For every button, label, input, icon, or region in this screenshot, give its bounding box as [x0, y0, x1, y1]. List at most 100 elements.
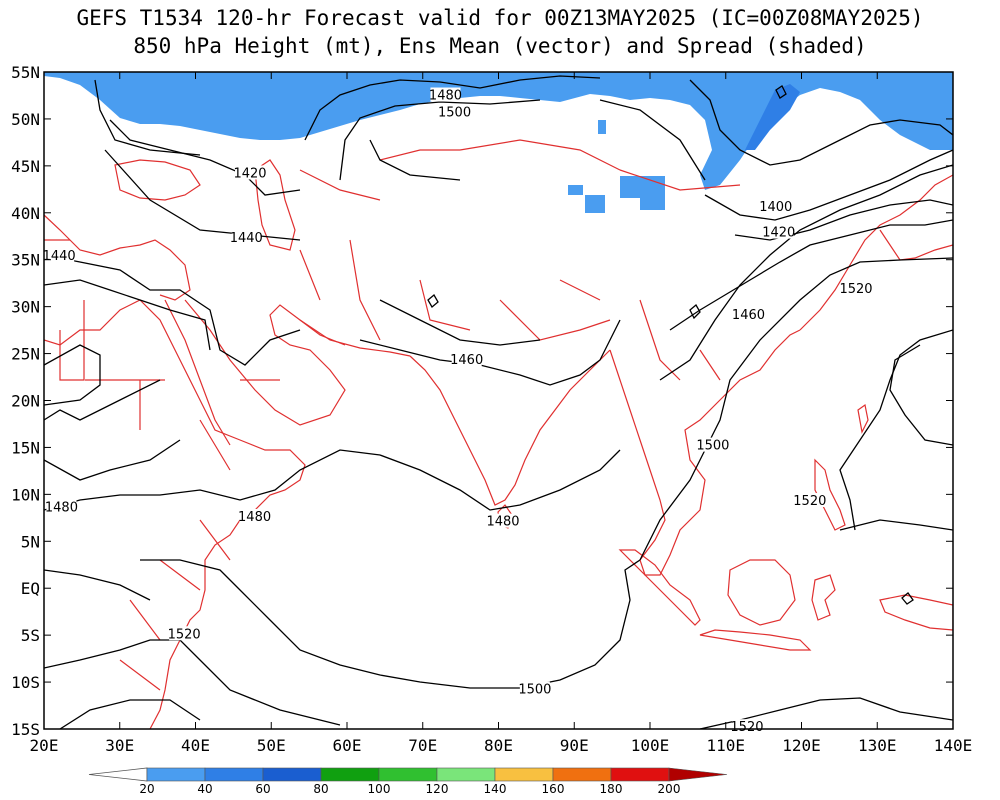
title-block: GEFS T1534 120-hr Forecast valid for 00Z… — [0, 4, 1000, 60]
sulawesi — [811, 574, 836, 621]
contour-label: 1520 — [793, 494, 826, 509]
contour-label: 1520 — [730, 720, 763, 735]
contour-label-layer: 1480150014201440144014001420152014601460… — [43, 87, 873, 735]
spread-patch — [640, 198, 665, 210]
lon-tick-label: 40E — [181, 736, 210, 755]
contour-1500-south — [140, 559, 641, 689]
lon-tick-label: 30E — [105, 736, 134, 755]
contour-label: 1440 — [230, 231, 263, 246]
lat-tick-label: 35N — [11, 251, 40, 270]
contour-north-inner — [369, 139, 461, 181]
contour-north-east — [689, 79, 953, 166]
lat-tick-label: 55N — [11, 63, 40, 82]
contour-1480-west — [44, 439, 181, 481]
contour-south-west — [44, 569, 151, 601]
contour-north-west — [94, 79, 201, 156]
contour-label-bg — [430, 87, 461, 102]
lon-tick-label: 90E — [560, 736, 589, 755]
lon-tick-label: 70E — [408, 736, 437, 755]
colorbar-label: 60 — [255, 782, 270, 796]
colorbar-label: 160 — [542, 782, 565, 796]
contour-label-bg — [760, 199, 791, 214]
border-lines — [44, 139, 741, 691]
latitude-axis: 55N 50N 45N 40N 35N 30N 25N 20N 15N 10N 5N EQ 5S 10S 1… — [11, 63, 953, 739]
contour-label: 1500 — [438, 105, 471, 120]
colorbar-segment — [552, 767, 612, 782]
contour-small-loop-2 — [427, 294, 439, 308]
lon-tick-label: 80E — [484, 736, 513, 755]
colorbar-low-arrow — [88, 767, 148, 782]
contour-label: 1420 — [762, 226, 795, 241]
lon-tick-label: 50E — [257, 736, 286, 755]
taiwan — [857, 403, 869, 434]
contour-india-north — [379, 299, 541, 346]
contour-label-bg — [44, 248, 75, 263]
spread-patch — [568, 185, 583, 195]
lat-tick-label: 25N — [11, 345, 40, 364]
contour-label-bg — [733, 307, 764, 322]
contour-1460-east — [669, 219, 953, 331]
lon-tick-label: 120E — [782, 736, 821, 755]
colorbar-segment — [262, 767, 322, 782]
iran-coast — [299, 319, 411, 357]
se-asia-coast — [609, 329, 801, 576]
contour-label: 1520 — [839, 282, 872, 297]
colorbar-segment — [378, 767, 438, 782]
contour-south-west-2 — [59, 699, 201, 729]
lat-tick-label: 5N — [21, 532, 40, 551]
colorbar-segment — [436, 767, 496, 782]
contour-label: 1460 — [450, 353, 483, 368]
title-line-1: GEFS T1534 120-hr Forecast valid for 00Z… — [76, 6, 924, 30]
contour-1420-east — [734, 199, 953, 241]
sumatra — [618, 549, 701, 626]
spread-band-north — [44, 72, 953, 190]
contour-east-tail — [839, 519, 953, 531]
contour-label: 1480 — [429, 89, 462, 104]
lat-tick-label: 15S — [11, 720, 40, 739]
lat-tick-label: 5S — [21, 626, 40, 645]
contour-1520-east — [839, 329, 953, 531]
contour-label-bg — [439, 104, 470, 119]
lat-tick-label: 10N — [11, 485, 40, 504]
contour-small-loop-4 — [901, 592, 914, 605]
height-contours — [44, 75, 953, 729]
caspian-sea — [254, 159, 296, 251]
borneo — [727, 559, 796, 626]
china-coast — [799, 174, 953, 331]
contour-1440-west — [104, 149, 301, 241]
contour-small-loop-3 — [775, 85, 787, 99]
colorbar-segment — [494, 767, 554, 782]
contour-label: 1460 — [732, 308, 765, 323]
contour-west-1 — [44, 279, 211, 351]
contour-label-bg — [488, 513, 519, 528]
contour-1520-south — [44, 639, 341, 726]
spread-shading — [44, 72, 953, 213]
colorbar-segment — [146, 767, 206, 782]
colorbar-label: 180 — [600, 782, 623, 796]
spread-patch — [598, 120, 606, 134]
lat-tick-label: 50N — [11, 110, 40, 129]
contour-label-bg — [235, 165, 266, 180]
india-coast — [409, 349, 611, 506]
contour-1480-central — [44, 449, 621, 511]
contour-label: 1500 — [518, 683, 551, 698]
lat-tick-label: 30N — [11, 298, 40, 317]
colorbar-high-arrow — [668, 767, 728, 782]
lon-tick-label: 20E — [30, 736, 59, 755]
lon-tick-label: 60E — [333, 736, 362, 755]
colorbar-label: 140 — [484, 782, 507, 796]
contour-label: 1480 — [45, 501, 78, 516]
colorbar-label: 40 — [197, 782, 212, 796]
contour-label-bg — [451, 352, 482, 367]
contour-1400-east — [704, 149, 953, 221]
lat-tick-label: EQ — [21, 579, 40, 598]
contour-label-bg — [169, 626, 200, 641]
longitude-axis: 20E 30E 40E 50E 60E 70E 80E 90E 100E 110E 120E 130E… — [30, 72, 972, 755]
colorbar-segment — [320, 767, 380, 782]
contour-1500-north — [339, 99, 541, 181]
colorbar-label: 20 — [139, 782, 154, 796]
lat-tick-label: 40N — [11, 204, 40, 223]
lat-tick-label: 15N — [11, 438, 40, 457]
colorbar: 20 40 60 80 100 120 140 160 180 200 — [88, 767, 728, 796]
